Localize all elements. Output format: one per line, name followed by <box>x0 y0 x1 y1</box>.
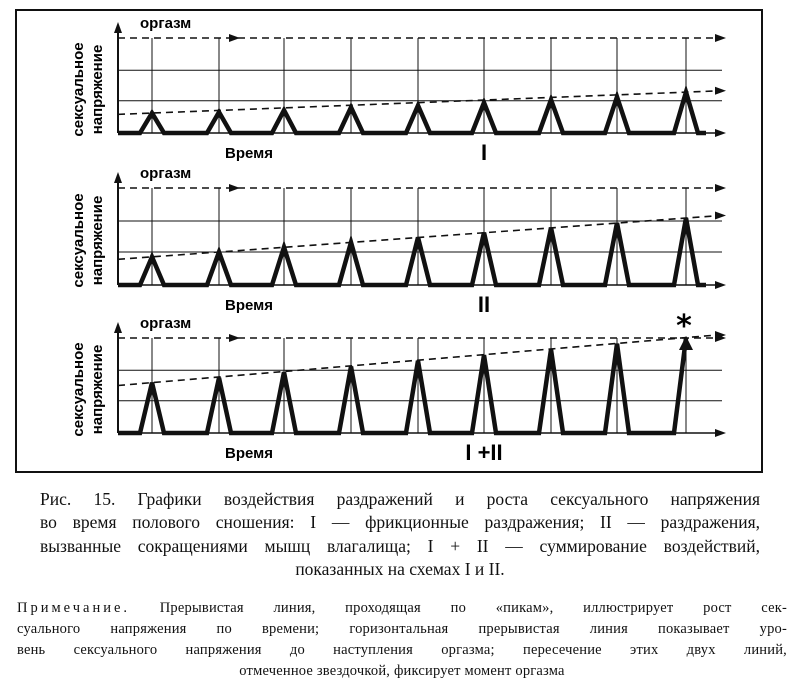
x-axis-arrow-icon <box>715 129 726 137</box>
note-line: Примечание. Прерывистая линия, проходяща… <box>17 598 787 619</box>
stimulus-signal <box>118 338 686 433</box>
y-axis-arrow-icon <box>114 22 122 33</box>
threshold-arrow-icon <box>715 34 726 42</box>
note-heading: Примечание. <box>17 600 130 616</box>
x-axis-label: Время <box>225 145 273 162</box>
caption-line: показанных на схемах I и II. <box>40 558 760 582</box>
caption-line: Рис. 15. Графики воздействия раздражений… <box>40 488 760 512</box>
stimulus-signal <box>118 92 706 133</box>
x-axis-arrow-icon <box>715 429 726 437</box>
panel-label: I +II <box>465 440 502 465</box>
threshold-arrow-icon <box>229 184 240 192</box>
note-line: вень сексуального напряжения до наступле… <box>17 640 787 661</box>
threshold-arrow-icon <box>229 334 240 342</box>
figure-frame <box>16 10 762 472</box>
y-axis-arrow-icon <box>114 322 122 333</box>
threshold-arrow-icon <box>715 184 726 192</box>
panel-label: I <box>481 140 487 165</box>
orgasm-star-marker: * <box>676 309 692 344</box>
threshold-label: оргазм <box>140 15 191 32</box>
threshold-arrow-icon <box>229 34 240 42</box>
note-text: Прерывистая линия, проходящая по «пикам»… <box>160 600 787 616</box>
x-axis-arrow-icon <box>715 281 726 289</box>
caption-line: во время полового сношения: I — фрикцион… <box>40 511 760 535</box>
y-axis-label: напряжение <box>89 45 106 135</box>
y-axis-arrow-icon <box>114 172 122 183</box>
y-axis-label: напряжение <box>89 345 106 435</box>
caption-line: вызванные сокращениями мышц влагалища; I… <box>40 535 760 559</box>
x-axis-label: Время <box>225 297 273 314</box>
threshold-label: оргазм <box>140 165 191 182</box>
panel-label: II <box>478 292 490 317</box>
note-line: суального напряжения по времени; горизон… <box>17 619 787 640</box>
trend-arrow-icon <box>715 211 726 219</box>
y-axis-label: сексуальное <box>70 193 87 287</box>
note-line: отмеченное звездочкой, фиксирует момент … <box>17 661 787 682</box>
threshold-label: оргазм <box>140 315 191 332</box>
x-axis-label: Время <box>225 445 273 462</box>
y-axis-label: напряжение <box>89 196 106 286</box>
y-axis-label: сексуальное <box>70 42 87 136</box>
trend-arrow-icon <box>715 87 726 95</box>
y-axis-label: сексуальное <box>70 342 87 436</box>
